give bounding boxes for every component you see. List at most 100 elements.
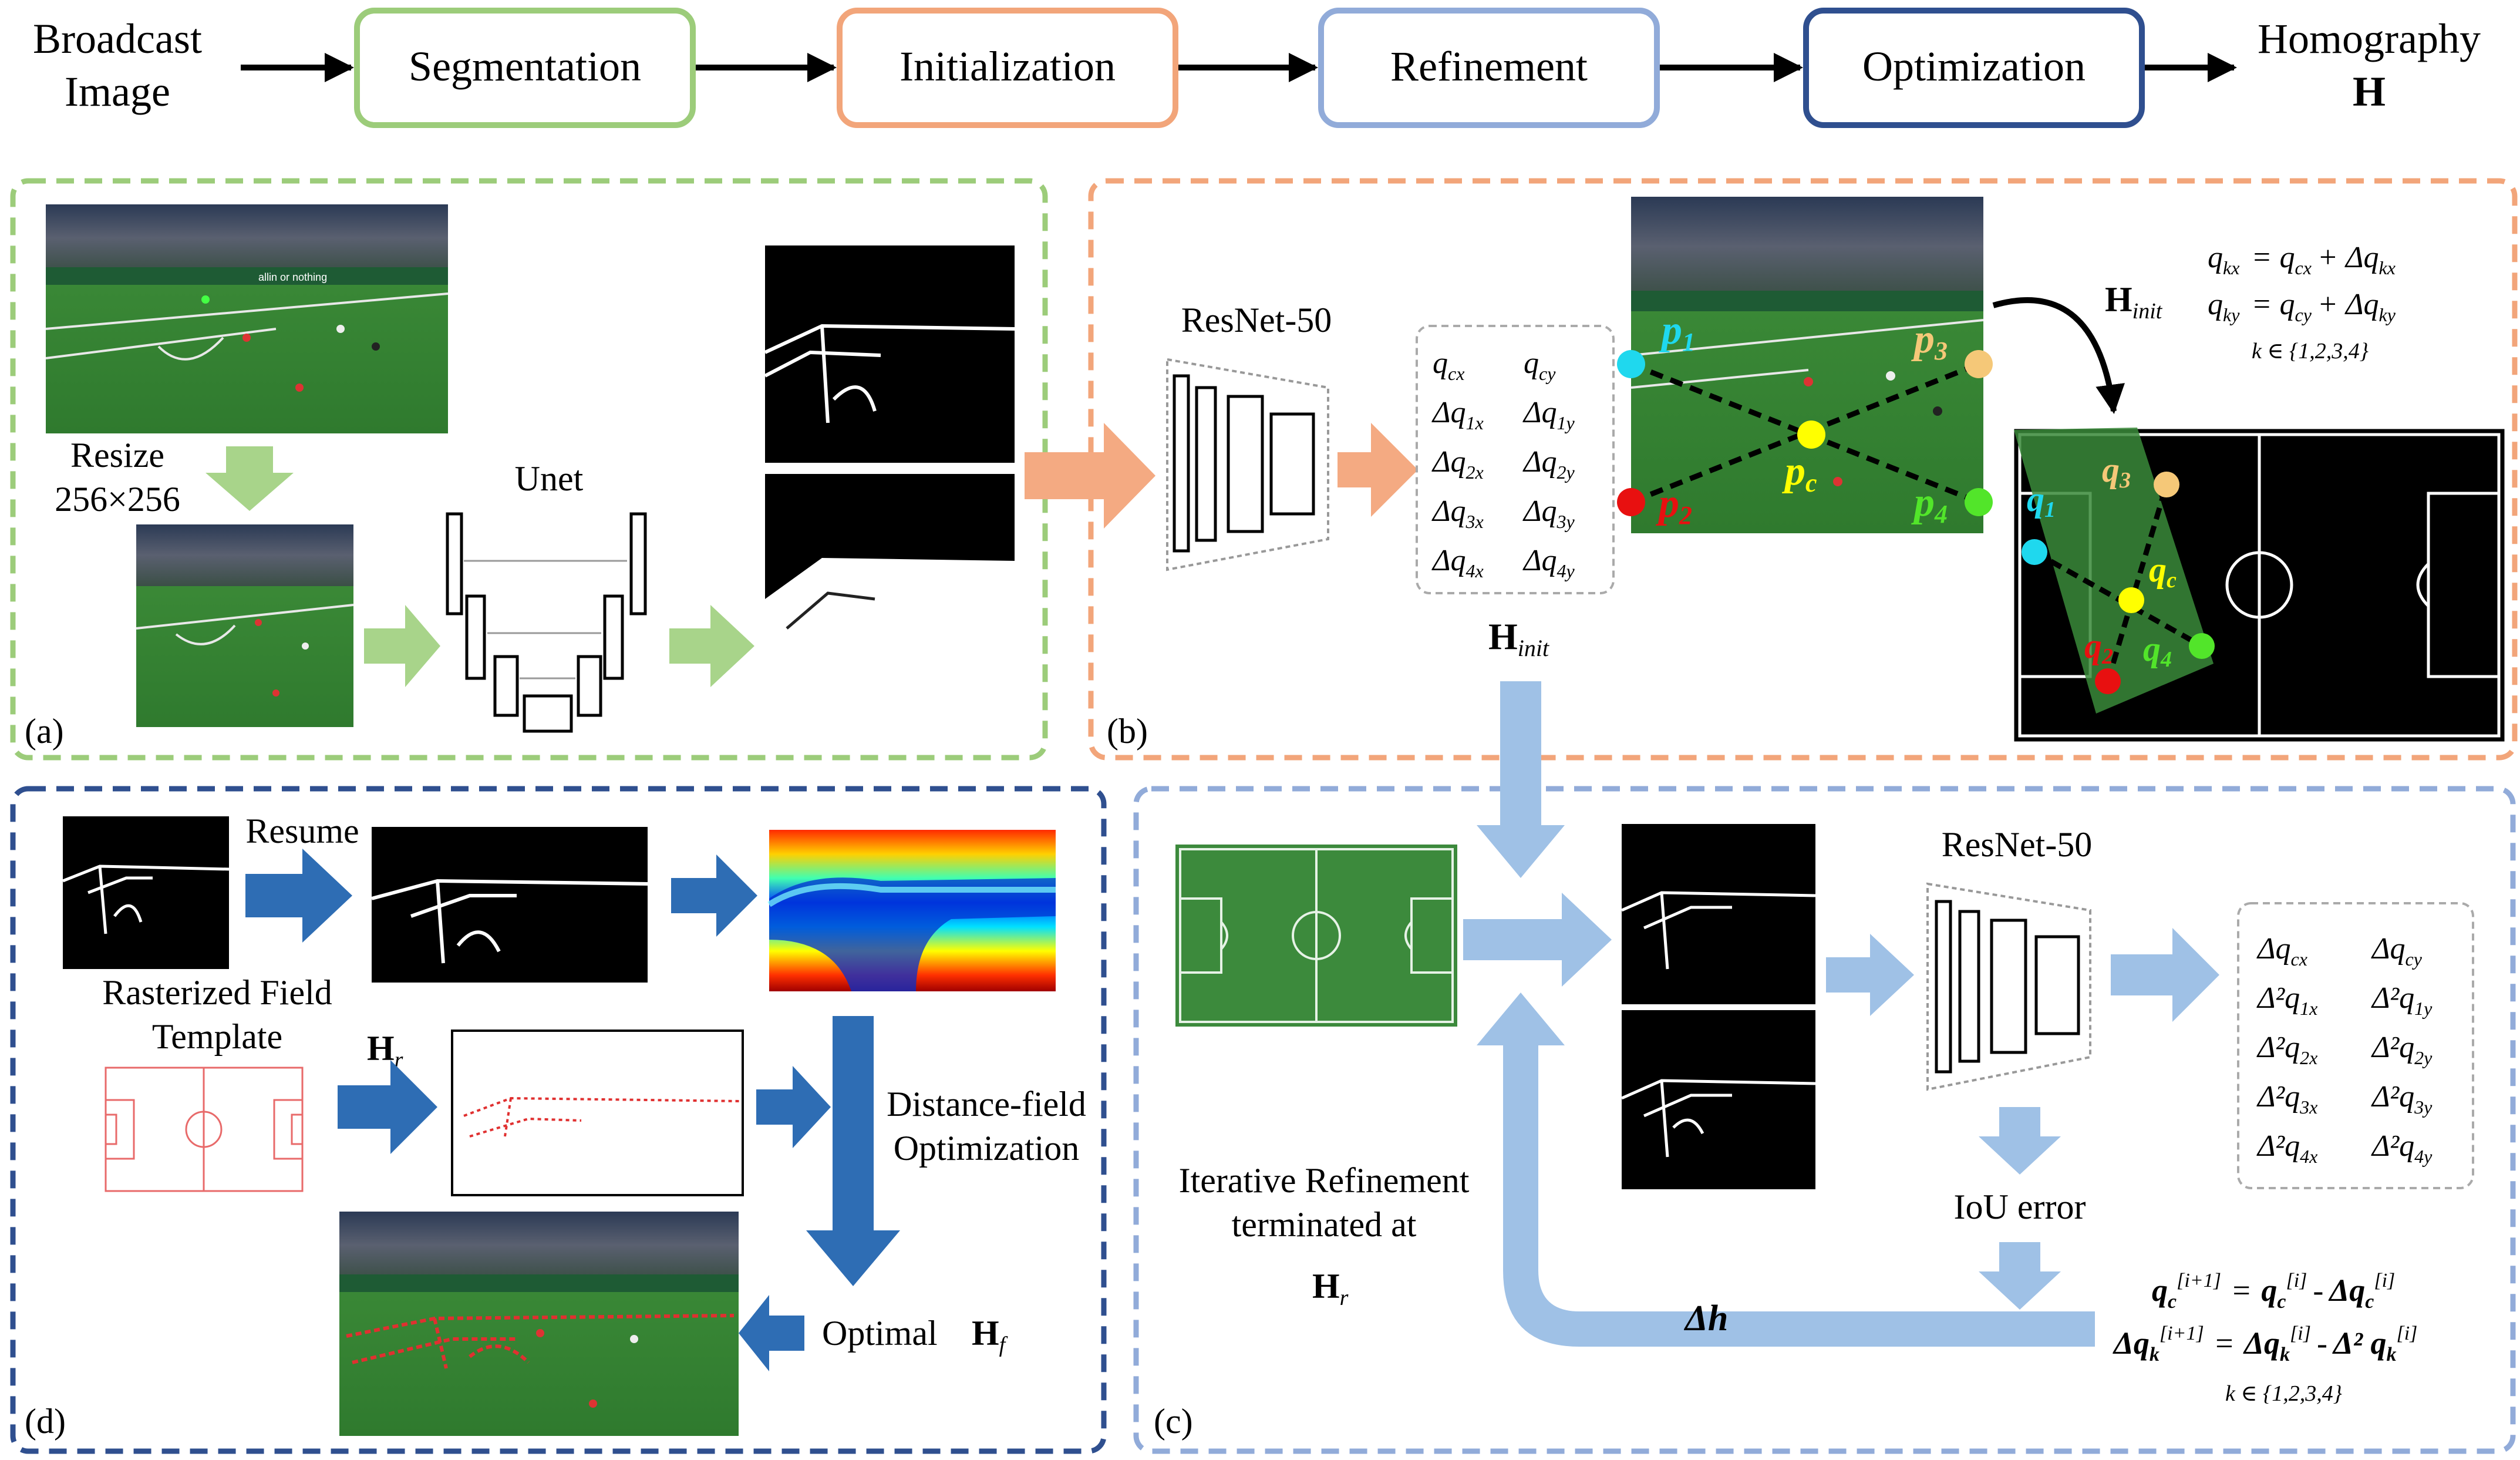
arrow-to-dist-opt: [756, 1066, 831, 1148]
p2-marker: [1617, 488, 1645, 516]
params-box-c: [2237, 902, 2474, 1189]
c-param-1-1: Δ²q1y: [2371, 981, 2433, 1019]
broadcast-image-resized: [136, 524, 354, 727]
c-param-2-1: Δ²q2y: [2371, 1031, 2433, 1068]
stage-optimization-box: [1803, 8, 2145, 128]
stage-refinement-box: [1318, 8, 1660, 128]
resnet50-diagram-b: [1166, 358, 1329, 571]
unet-diagram: [446, 512, 647, 733]
unet-label: Unet: [515, 459, 584, 498]
delta-h-label: Δh: [1683, 1298, 1728, 1338]
panel-b-label: (b): [1107, 712, 1148, 751]
iter-label-line1: Iterative Refinement: [1179, 1161, 1470, 1200]
c-param-4-1: Δ²q4y: [2371, 1129, 2433, 1167]
banner-text: allin or nothing: [258, 271, 327, 283]
output-label-line2: H: [2353, 68, 2386, 115]
arrow-to-params-b: [1338, 423, 1418, 517]
pc-marker: [1797, 420, 1825, 449]
b-param-4-1: Δq4y: [1522, 544, 1575, 581]
k-range-b: k ∈ {1,2,3,4}: [2252, 339, 2369, 364]
q3-marker: [2154, 472, 2179, 497]
resnet50-label-c: ResNet-50: [1942, 825, 2093, 864]
broadcast-image-optimized: [339, 1212, 739, 1436]
output-label-line1: Homography: [2258, 15, 2481, 62]
p1-label: p1: [1659, 308, 1695, 356]
b-param-1-1: Δq1y: [1522, 396, 1575, 433]
c-param-1-0: Δ²q1x: [2256, 981, 2317, 1019]
segmentation-field-mask: [765, 474, 1015, 694]
b-param-3-0: Δq3x: [1431, 494, 1484, 532]
q1-marker: [2022, 539, 2047, 565]
p4-label: p4: [1911, 480, 1948, 529]
broadcast-image-large: allin or nothing: [45, 204, 449, 433]
field-template-projected: q1 q2 q3 q4 qc: [2011, 426, 2508, 745]
eq-qky: qky = qcy + Δqky: [2208, 288, 2396, 325]
q2-label: q2: [2084, 627, 2113, 669]
iou-error-label: IoU error: [1954, 1187, 2086, 1226]
params-box-b: [1416, 325, 1615, 594]
panel-a: allin or nothing Resize 256×256 Unet: [25, 204, 1015, 751]
b-param-2-0: Δq2x: [1431, 445, 1484, 483]
resize-label: Resize: [70, 436, 164, 475]
panel-b: ResNet-50 qcx qcy Δq1x Δq1y Δq2x Δq2y Δq3x Δq3y…: [1025, 197, 2508, 751]
dist-opt-down-arrow: [806, 1016, 900, 1286]
c-param-2-0: Δ²q2x: [2256, 1031, 2317, 1068]
hr-label-d: Hr: [367, 1029, 403, 1072]
p3-label: p3: [1911, 317, 1948, 365]
stage-segmentation-box: [354, 8, 696, 128]
panel-d-border: [10, 786, 1107, 1454]
panel-d-label: (d): [25, 1402, 66, 1441]
optimal-label: Optimal: [822, 1314, 938, 1353]
feedback-loop-arrow: [1477, 993, 2095, 1347]
resize-size-label: 256×256: [55, 480, 180, 519]
stage-refinement-label: Refinement: [1390, 43, 1588, 90]
b-param-0-1: qcy: [1524, 347, 1556, 384]
p2-label: p2: [1656, 481, 1692, 530]
q4-marker: [2189, 633, 2215, 659]
arrow-to-segmentation: [669, 605, 754, 687]
segmentation-input-small: [62, 816, 230, 969]
hinit-curved-arrow: [1992, 297, 2125, 414]
rasterized-field-template: [105, 1067, 304, 1192]
stage-segmentation-label: Segmentation: [409, 43, 641, 90]
arrow-to-resnet-c: [1826, 934, 1914, 1016]
b-param-2-1: Δq2y: [1522, 445, 1575, 483]
q3-label: q3: [2102, 450, 2131, 493]
p4-marker: [1965, 488, 1993, 516]
p1-marker: [1617, 350, 1645, 378]
params-list-c: Δqcx Δqcy Δ²q1x Δ²q1y Δ²q2x Δ²q2y Δ²q3x Δ²q3y Δ²…: [2256, 932, 2433, 1167]
panel-d: Resume Rasterized Field Template Hr: [25, 812, 1086, 1441]
panel-a-label: (a): [25, 712, 64, 751]
hr-label-c: Hr: [1312, 1267, 1349, 1310]
resnet50-label-b: ResNet-50: [1181, 301, 1332, 339]
c-param-3-0: Δ²q3x: [2256, 1080, 2317, 1118]
dist-opt-label-line2: Optimization: [894, 1129, 1080, 1168]
pipeline: Broadcast Image Segmentation Initializat…: [33, 8, 2481, 128]
arrow-to-iou: [1979, 1107, 2061, 1175]
panel-c-label: (c): [1154, 1402, 1193, 1441]
hr-arrow: [338, 1060, 437, 1154]
input-label-line1: Broadcast: [33, 15, 202, 62]
c-param-0-1: Δqcy: [2371, 932, 2423, 970]
arrow-pitch-to-warp: [1463, 893, 1612, 987]
resume-label: Resume: [245, 812, 359, 850]
params-list-b: qcx qcy Δq1x Δq1y Δq2x Δq2y Δq3x Δq3y Δq4x Δq4y: [1431, 347, 1575, 581]
dist-opt-label-line1: Distance-field: [887, 1085, 1086, 1123]
hinit-label: Hinit: [1488, 615, 1549, 661]
optimal-arrow: [739, 1295, 804, 1371]
arrow-b-to-c: [1477, 681, 1565, 878]
pc-label: pc: [1782, 449, 1817, 497]
b-param-0-0: qcx: [1433, 347, 1464, 384]
stage-initialization-label: Initialization: [899, 43, 1116, 90]
stage-initialization-box: [837, 8, 1178, 128]
segmentation-resumed: [371, 827, 648, 983]
qc-label: qc: [2149, 550, 2177, 593]
iter-label-line2: terminated at: [1232, 1205, 1417, 1244]
update-eq-1: qc[i+1] = qc[i] - Δqc[i]: [2152, 1270, 2395, 1313]
c-param-3-1: Δ²q3y: [2371, 1080, 2433, 1118]
resume-arrow: [245, 849, 352, 943]
update-eq-2: Δqk[i+1] = Δqk[i] - Δ² qk[i]: [2113, 1323, 2417, 1365]
q1-label: q1: [2027, 480, 2056, 522]
hf-label: Hf: [972, 1314, 1008, 1357]
